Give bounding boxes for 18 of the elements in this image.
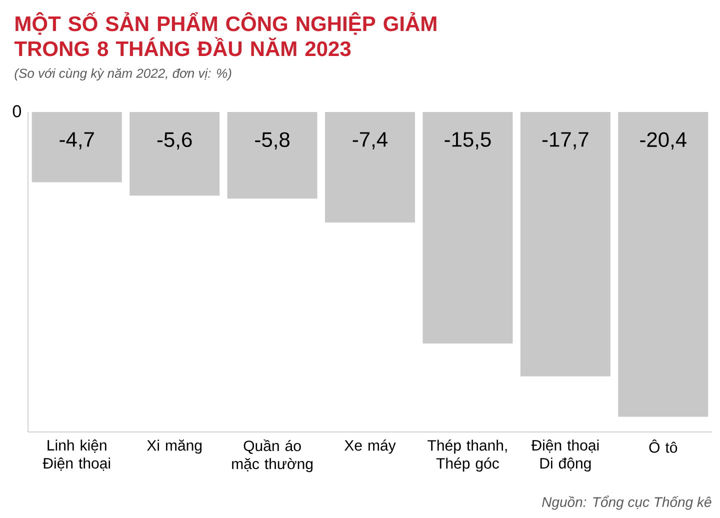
data-label: -4,7 (60, 132, 94, 150)
chart-subtitle: (So với cùng kỳ năm 2022, đơn vị: %) (14, 68, 232, 80)
x-tick-label: Xi măng (146, 440, 202, 454)
x-tick-label: Ô tô (649, 440, 678, 453)
x-tick-label: Quần áo mặc thường (232, 440, 313, 472)
data-label: -17,7 (542, 132, 588, 150)
chart-title: MỘT SỐ SẢN PHẨM CÔNG NGHIỆP GIẢM TRONG 8 THÁNG ĐẦU NĂM 2023 (14, 12, 436, 56)
text: Nguồn: Tổng cục Thống kê (542, 496, 712, 510)
x-tick-label: Linh kiện Điện thoại (42, 440, 110, 471)
x-tick-label: Thép thanh, Thép góc (428, 440, 507, 472)
x-tick-label: Xe máy (344, 440, 396, 454)
text: 0 (12, 105, 22, 118)
x-tick-label: Điện thoại Di động (531, 440, 599, 472)
data-label: -15,5 (444, 132, 491, 150)
data-label: -5,6 (157, 132, 192, 150)
data-label: -20,4 (640, 132, 686, 150)
data-label: -7,4 (352, 132, 388, 150)
data-label: -5,8 (255, 132, 290, 150)
